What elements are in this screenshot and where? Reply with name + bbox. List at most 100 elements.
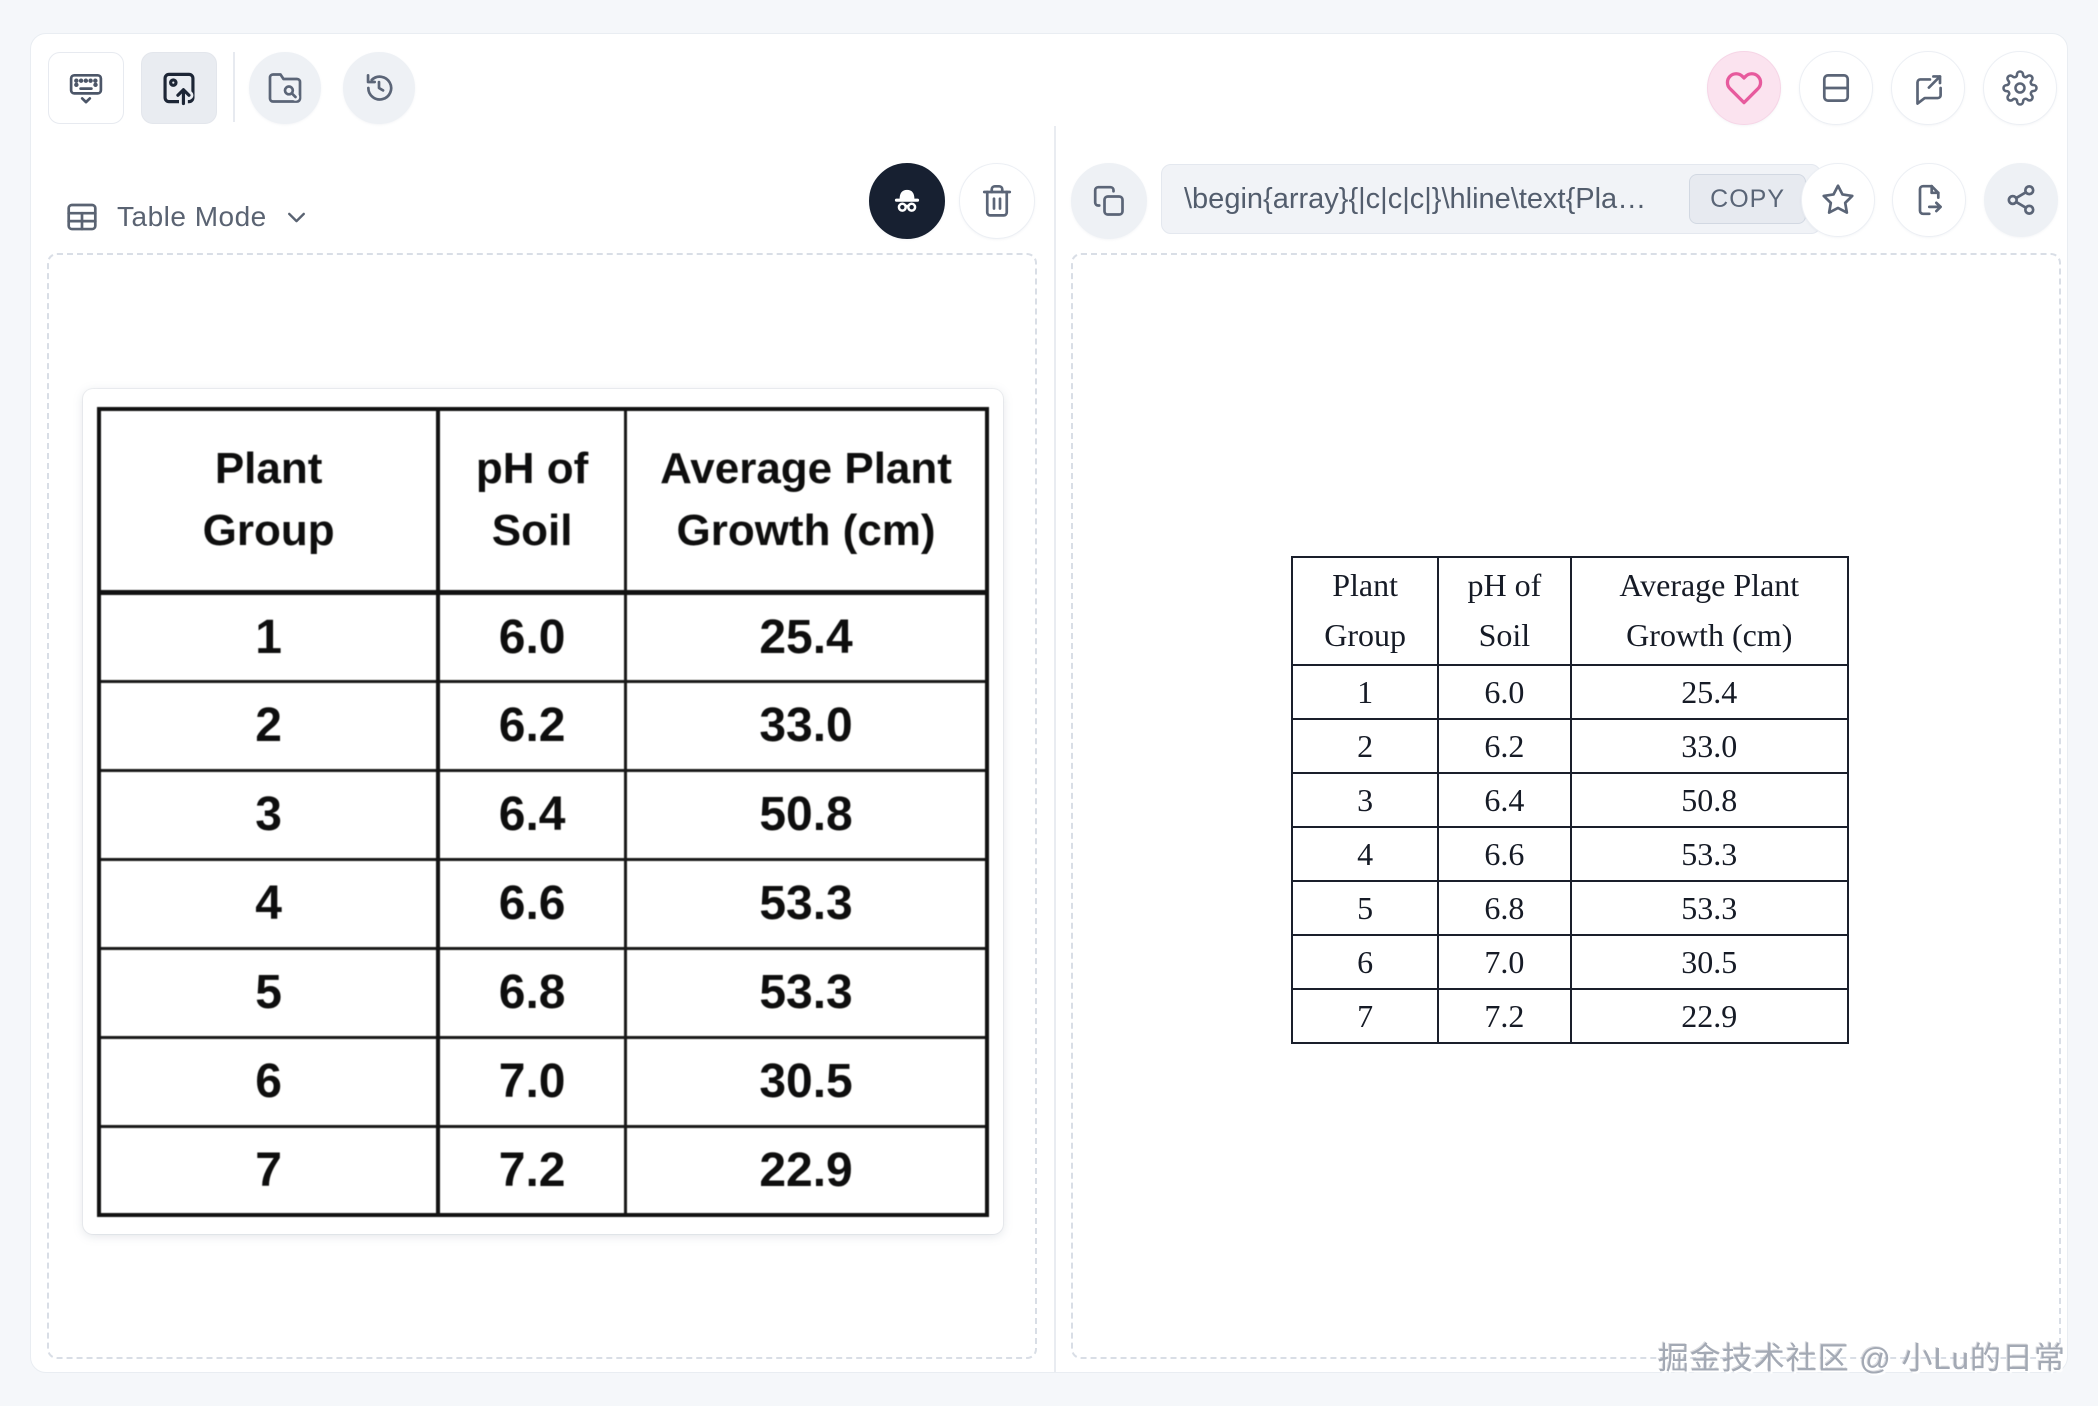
image-upload-button[interactable]: [141, 52, 217, 124]
table-cell: 5: [1290, 880, 1440, 936]
table-cell: 50.8: [1569, 772, 1850, 828]
table-cell: 2: [1290, 718, 1440, 774]
feedback-button[interactable]: [1891, 51, 1965, 125]
latex-input[interactable]: \begin{array}{|c|c|c|}\hline\text{Pla… C…: [1161, 164, 1821, 234]
table-cell: 33.0: [1569, 718, 1850, 774]
table-header-cell: pH of Soil: [436, 407, 628, 595]
latex-value: \begin{array}{|c|c|c|}\hline\text{Pla…: [1184, 182, 1647, 215]
table-cell: 6.6: [1437, 826, 1572, 882]
table-header-cell: Average Plant Growth (cm): [1569, 556, 1850, 666]
scanned-table-photo: Plant Group pH of Soil Average Plant Growt…: [97, 407, 989, 1217]
feedback-icon: [1916, 75, 1942, 105]
table-cell: 7: [1290, 988, 1440, 1044]
table-cell: 6.0: [1437, 664, 1572, 720]
table-cell: 33.0: [624, 679, 989, 772]
gear-icon: [2002, 70, 2038, 106]
table-cell: 6.0: [436, 590, 628, 683]
table-row: 7 7.2 22.9: [97, 1124, 989, 1217]
table-row: 2 6.2 33.0: [1290, 718, 1850, 774]
source-image-card[interactable]: Plant Group pH of Soil Average Plant Growt…: [83, 389, 1003, 1234]
split-view-icon: [1822, 74, 1850, 102]
table-cell: 6: [97, 1035, 441, 1128]
table-row: 5 6.8 53.3: [1290, 880, 1850, 936]
table-cell: 25.4: [624, 590, 989, 683]
table-cell: 7.2: [436, 1124, 628, 1217]
table-row: 6 7.0 30.5: [1290, 934, 1850, 990]
table-cell: 50.8: [624, 768, 989, 861]
main-card: Table Mode \begin{array}{|c|c|c|}\hline\…: [30, 33, 2068, 1373]
table-cell: 6: [1290, 934, 1440, 990]
toolbar-divider: [233, 52, 235, 122]
table-cell: 1: [97, 590, 441, 683]
copy-icon: [1093, 185, 1124, 216]
table-header-cell: Plant Group: [97, 407, 441, 595]
table-row: 3 6.4 50.8: [1290, 772, 1850, 828]
star-result-button[interactable]: [1801, 163, 1875, 237]
keyboard-input-button[interactable]: [48, 52, 124, 124]
source-table: Plant Group pH of Soil Average Plant Growt…: [97, 407, 989, 1217]
table-cell: 22.9: [1569, 988, 1850, 1044]
table-header-cell: Average Plant Growth (cm): [624, 407, 989, 595]
privacy-mode-button[interactable]: [869, 163, 945, 239]
table-header-cell: pH of Soil: [1437, 556, 1572, 666]
table-cell: 6.8: [436, 946, 628, 1039]
table-row: 3 6.4 50.8: [97, 768, 989, 861]
table-row: 1 6.0 25.4: [1290, 664, 1850, 720]
table-cell: 22.9: [624, 1124, 989, 1217]
settings-button[interactable]: [1983, 51, 2057, 125]
heart-icon: [1725, 72, 1763, 105]
table-cell: 25.4: [1569, 664, 1850, 720]
table-cell: 6.4: [436, 768, 628, 861]
table-cell: 6.6: [436, 857, 628, 950]
keyboard-icon: [69, 73, 103, 104]
render-output-area: [1071, 253, 2061, 1359]
table-cell: 4: [1290, 826, 1440, 882]
table-cell: 7: [97, 1124, 441, 1217]
star-icon: [1822, 184, 1854, 214]
history-icon: [366, 74, 393, 101]
split-view-button[interactable]: [1799, 51, 1873, 125]
table-cell: 3: [1290, 772, 1440, 828]
share-result-button[interactable]: [1984, 163, 2058, 237]
copy-latex-button[interactable]: COPY: [1689, 174, 1806, 224]
table-cell: 53.3: [624, 946, 989, 1039]
table-row: 2 6.2 33.0: [97, 679, 989, 772]
table-cell: 7.2: [1437, 988, 1572, 1044]
image-upload-icon: [163, 72, 195, 107]
incognito-icon: [894, 189, 920, 212]
table-cell: 7.0: [436, 1035, 628, 1128]
panel-divider: [1054, 126, 1056, 1372]
browse-files-button[interactable]: [249, 52, 321, 124]
table-cell: 1: [1290, 664, 1440, 720]
trash-icon: [982, 184, 1012, 217]
table-cell: 5: [97, 946, 441, 1039]
table-cell: 3: [97, 768, 441, 861]
favorite-button[interactable]: [1707, 51, 1781, 125]
watermark-text: 掘金技术社区 @ 小Lu的日常: [1657, 1341, 2066, 1376]
table-cell: 7.0: [1437, 934, 1572, 990]
table-cell: 2: [97, 679, 441, 772]
export-file-icon: [1918, 184, 1942, 216]
copy-result-button[interactable]: [1071, 163, 1147, 239]
export-result-button[interactable]: [1892, 163, 1966, 237]
table-cell: 53.3: [624, 857, 989, 950]
source-image-dropzone[interactable]: [47, 253, 1037, 1359]
table-cell: 6.2: [1437, 718, 1572, 774]
delete-image-button[interactable]: [959, 163, 1035, 239]
table-cell: 30.5: [1569, 934, 1850, 990]
mode-selector-label: Table Mode: [117, 201, 267, 232]
history-button[interactable]: [343, 52, 415, 124]
table-cell: 6.2: [436, 679, 628, 772]
folder-search-icon: [268, 73, 302, 103]
table-row: 7 7.2 22.9: [1290, 988, 1850, 1044]
table-row: 5 6.8 53.3: [97, 946, 989, 1039]
table-row: 6 7.0 30.5: [97, 1035, 989, 1128]
table-mode-icon: [67, 203, 97, 231]
mode-selector-dropdown[interactable]: Table Mode: [63, 180, 310, 254]
chevron-down-icon: [287, 212, 305, 222]
table-row: 1 6.0 25.4: [97, 590, 989, 683]
table-cell: 6.4: [1437, 772, 1572, 828]
table-cell: 4: [97, 857, 441, 950]
table-cell: 53.3: [1569, 826, 1850, 882]
